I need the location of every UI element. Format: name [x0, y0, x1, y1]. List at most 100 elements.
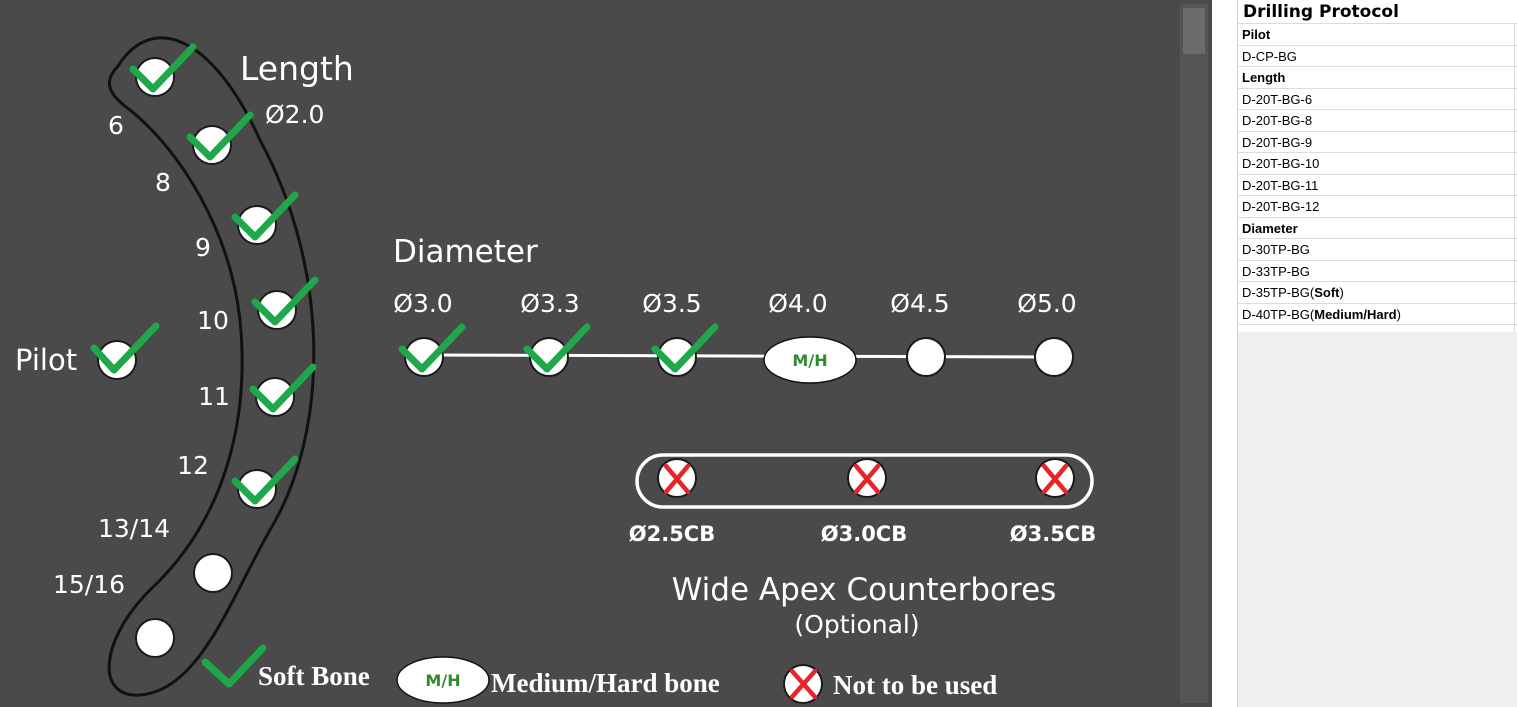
- length-label-0: 6: [108, 111, 124, 140]
- diameter-node-4: [906, 337, 946, 377]
- protocol-row-text: D-CP-BG: [1242, 48, 1297, 64]
- diameter-check-icon-1: [523, 323, 591, 373]
- diagram-scrollbar[interactable]: [1180, 4, 1208, 703]
- diameter-label-1: Ø3.3: [520, 289, 579, 318]
- protocol-section-header: Pilot: [1238, 24, 1517, 46]
- length-node-1: [192, 125, 232, 165]
- protocol-row: D-20T-BG-9: [1238, 132, 1517, 153]
- counterbore-cross-icon-0: [663, 463, 691, 495]
- protocol-row-text: D-30TP-BG: [1242, 242, 1310, 257]
- legend-mh-badge-text: M/H: [425, 671, 460, 690]
- length-node-7: [135, 618, 175, 658]
- drilling-diagram: 6 8 9 10 11 12 13/14 15/16 Ø3.0 Ø3.3 Ø3.5 M/H Ø4.0 Ø…: [0, 0, 1212, 707]
- length-check-icon-1: [186, 111, 254, 161]
- diameter-label-0: Ø3.0: [393, 289, 452, 318]
- length-node-2: [237, 205, 277, 245]
- legend-medium-hard-label: Medium/Hard bone: [491, 668, 720, 698]
- protocol-row-text: Diameter: [1242, 220, 1298, 236]
- pilot-node: [97, 340, 137, 380]
- length-node-5: [237, 469, 277, 509]
- protocol-row: D-35TP-BG(Soft): [1238, 282, 1517, 304]
- protocol-section-header: Length: [1238, 67, 1517, 89]
- length-check-icon-0: [129, 43, 197, 93]
- counterbore-subtitle: (Optional): [794, 610, 919, 639]
- protocol-row-text: D-40TP-BG(: [1242, 306, 1315, 322]
- protocol-row: D-20T-BG-12: [1238, 196, 1517, 218]
- length-label-6: 13/14: [98, 514, 170, 543]
- counterbore-group: Ø2.5CB Ø3.0CB Ø3.5CB: [629, 458, 1096, 546]
- protocol-row: D-33TP-BG: [1238, 261, 1517, 282]
- length-check-icon-2: [231, 191, 299, 241]
- length-label-3: 10: [197, 306, 229, 335]
- length-label-4: 11: [198, 382, 230, 411]
- diameter-label-3: Ø4.0: [768, 289, 827, 318]
- protocol-row-text: D-20T-BG-11: [1242, 177, 1319, 193]
- length-check-icon-3: [251, 276, 319, 326]
- pilot-label: Pilot: [15, 343, 77, 377]
- legend-mh-badge: [396, 656, 490, 704]
- protocol-row: D-20T-BG-8: [1238, 110, 1517, 132]
- legend-soft-label: Soft Bone: [258, 661, 370, 691]
- pilot-check-icon: [90, 322, 160, 374]
- diameter-label-2: Ø3.5: [642, 289, 701, 318]
- protocol-row-text: D-35TP-BG(: [1242, 285, 1315, 300]
- protocol-row: D-40TP-BG(Medium/Hard): [1238, 304, 1517, 325]
- protocol-row-text: D-33TP-BG: [1242, 263, 1310, 279]
- sheet-column-line: [1514, 24, 1515, 332]
- length-drill-label: Ø2.0: [265, 100, 324, 129]
- protocol-row: D-20T-BG-10: [1238, 153, 1517, 175]
- counterbore-cross-icon-1: [853, 463, 881, 495]
- protocol-row: D-CP-BG: [1238, 46, 1517, 67]
- protocol-row: D-30TP-BG: [1238, 239, 1517, 261]
- protocol-row: D-20T-BG-11: [1238, 175, 1517, 196]
- diameter-node-0: [404, 337, 444, 377]
- length-label-1: 8: [155, 168, 171, 197]
- length-node-0: [135, 57, 175, 97]
- protocol-row-text: Pilot: [1242, 27, 1271, 42]
- diameter-mh-badge-text: M/H: [792, 351, 827, 370]
- length-node-3: [257, 290, 297, 330]
- counterbore-label-1: Ø3.0CB: [821, 522, 907, 546]
- diameter-check-icon-0: [398, 323, 466, 373]
- diameter-node-1: [529, 337, 569, 377]
- protocol-row-suffix: ): [1396, 306, 1401, 322]
- length-check-icon-5: [231, 455, 299, 505]
- panel-gap: [1212, 0, 1237, 707]
- diameter-label-4: Ø4.5: [890, 289, 949, 318]
- length-label-5: 12: [177, 451, 209, 480]
- length-node-6: [193, 553, 233, 593]
- legend-check-icon: [201, 644, 267, 688]
- protocol-section-header: Diameter: [1238, 218, 1517, 239]
- protocol-row: D-20T-BG-6: [1238, 89, 1517, 110]
- diameter-label-5: Ø5.0: [1017, 289, 1076, 318]
- counterbore-title: Wide Apex Counterbores: [672, 572, 1057, 608]
- protocol-row-text: D-20T-BG-9: [1242, 134, 1313, 150]
- protocol-row-text: D-20T-BG-12: [1242, 199, 1320, 214]
- length-label-7: 15/16: [53, 570, 125, 599]
- diameter-line: [423, 353, 1055, 359]
- protocol-rows: Pilot D-CP-BG Length D-20T-BG-6 D-20T-BG-8 D-…: [1238, 24, 1517, 325]
- legend-cross-icon: [789, 668, 818, 700]
- length-track-outline: [107, 36, 316, 697]
- sheet-empty-area: [1238, 332, 1517, 707]
- diameter-node-5: [1034, 337, 1074, 377]
- length-label-2: 9: [195, 233, 211, 262]
- diameter-title: Diameter: [393, 234, 538, 270]
- diameter-mh-badge: [763, 336, 857, 384]
- length-title: Length: [240, 49, 354, 88]
- counterbore-label-0: Ø2.5CB: [629, 522, 715, 546]
- drilling-protocol-sheet: Drilling Protocol Pilot D-CP-BG Length D-20…: [1237, 0, 1517, 707]
- protocol-row-emphasis: Soft: [1314, 285, 1340, 300]
- protocol-row-text: D-20T-BG-6: [1242, 91, 1313, 107]
- length-group: 6 8 9 10 11 12 13/14 15/16: [53, 43, 319, 658]
- protocol-title: Drilling Protocol: [1238, 0, 1517, 24]
- scrollbar-thumb[interactable]: [1183, 8, 1205, 54]
- diameter-group: Ø3.0 Ø3.3 Ø3.5 M/H Ø4.0 Ø4.5 Ø5.0: [393, 289, 1077, 384]
- protocol-row-text: D-20T-BG-8: [1242, 113, 1313, 128]
- diameter-check-icon-2: [651, 323, 719, 373]
- length-node-4: [255, 377, 295, 417]
- counterbore-label-2: Ø3.5CB: [1010, 522, 1096, 546]
- protocol-row-text: Length: [1242, 70, 1286, 85]
- protocol-row-text: D-20T-BG-10: [1242, 156, 1320, 171]
